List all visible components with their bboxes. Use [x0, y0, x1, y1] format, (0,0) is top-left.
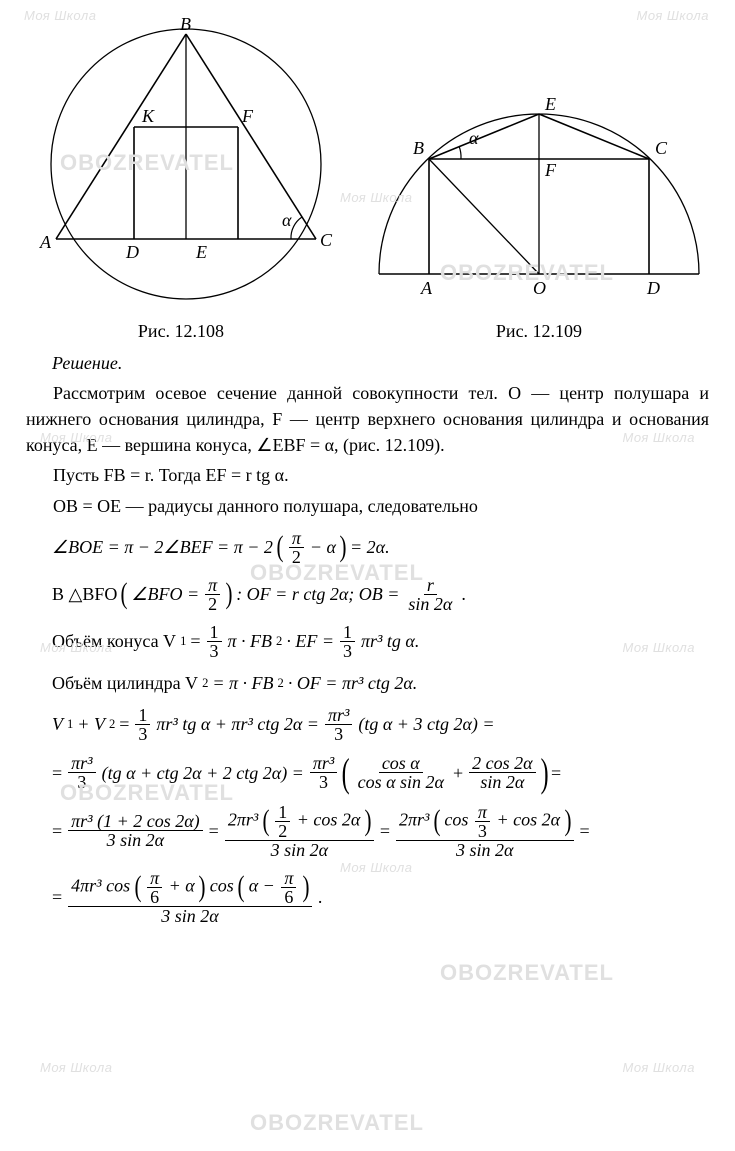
paragraph-3: OB = OE — радиусы данного полушара, след…: [26, 493, 709, 519]
watermark-big: OBOZREVATEL: [250, 1110, 424, 1136]
equation-sum-3: = πr³ (1 + 2 cos 2α) 3 sin 2α = 2πr³ ( 1…: [52, 803, 709, 859]
figure-109-caption: Рис. 12.109: [496, 318, 582, 344]
label-D: D: [125, 242, 139, 262]
figures-row: A B C D E F K α Рис. 12.108: [26, 14, 709, 344]
figure-109-svg: A B C D E F O α: [369, 84, 709, 314]
label-D2: D: [646, 278, 660, 298]
equation-sum-2: = πr³ 3 (tg α + ctg 2α + 2 ctg 2α) = πr³…: [52, 753, 709, 793]
equation-sum-1: V1 + V2 = 1 3 πr³ tg α + πr³ ctg 2α = πr…: [52, 706, 709, 743]
label-A2: A: [420, 278, 433, 298]
label-O: O: [533, 278, 546, 298]
figure-108-caption: Рис. 12.108: [138, 318, 224, 344]
paragraph-2: Пусть FB = r. Тогда EF = r tg α.: [26, 462, 709, 488]
equation-bfo: В △BFO ( ∠BFO = π 2 ) : OF = r ctg 2α; O…: [52, 576, 709, 613]
figure-108-svg: A B C D E F K α: [26, 14, 336, 314]
label-alpha-left: α: [282, 210, 292, 230]
equation-boe: ∠BOE = π − 2∠BEF = π − 2 ( π 2 − α ) = 2…: [52, 529, 709, 566]
equation-cone-volume: Объём конуса V1 = 1 3 π · FB2 · EF = 1 3…: [52, 623, 709, 660]
label-C2: C: [655, 138, 668, 158]
equation-final: = 4πr³ cos ( π 6 + α ) cos ( α − π 6 ): [52, 869, 709, 925]
watermark-small: Моя Школа: [623, 1060, 695, 1075]
label-A: A: [39, 232, 52, 252]
label-K: K: [141, 106, 155, 126]
label-F2: F: [544, 160, 557, 180]
watermark-small: Моя Школа: [40, 1060, 112, 1075]
label-alpha-right: α: [469, 128, 479, 148]
label-E2: E: [544, 94, 556, 114]
paragraph-1: Рассмотрим осевое сечение данной совокуп…: [26, 380, 709, 458]
label-F: F: [241, 106, 254, 126]
equation-cylinder-volume: Объём цилиндра V2 = π · FB2 · OF = πr³ c…: [52, 670, 709, 696]
figure-right-block: A B C D E F O α Рис. 12.109: [369, 84, 709, 344]
label-E: E: [195, 242, 207, 262]
label-B: B: [180, 14, 191, 34]
label-C: C: [320, 230, 333, 250]
solution-heading: Решение.: [52, 350, 709, 376]
label-B2: B: [413, 138, 424, 158]
figure-left-block: A B C D E F K α Рис. 12.108: [26, 14, 336, 344]
page-content: A B C D E F K α Рис. 12.108: [0, 0, 735, 965]
